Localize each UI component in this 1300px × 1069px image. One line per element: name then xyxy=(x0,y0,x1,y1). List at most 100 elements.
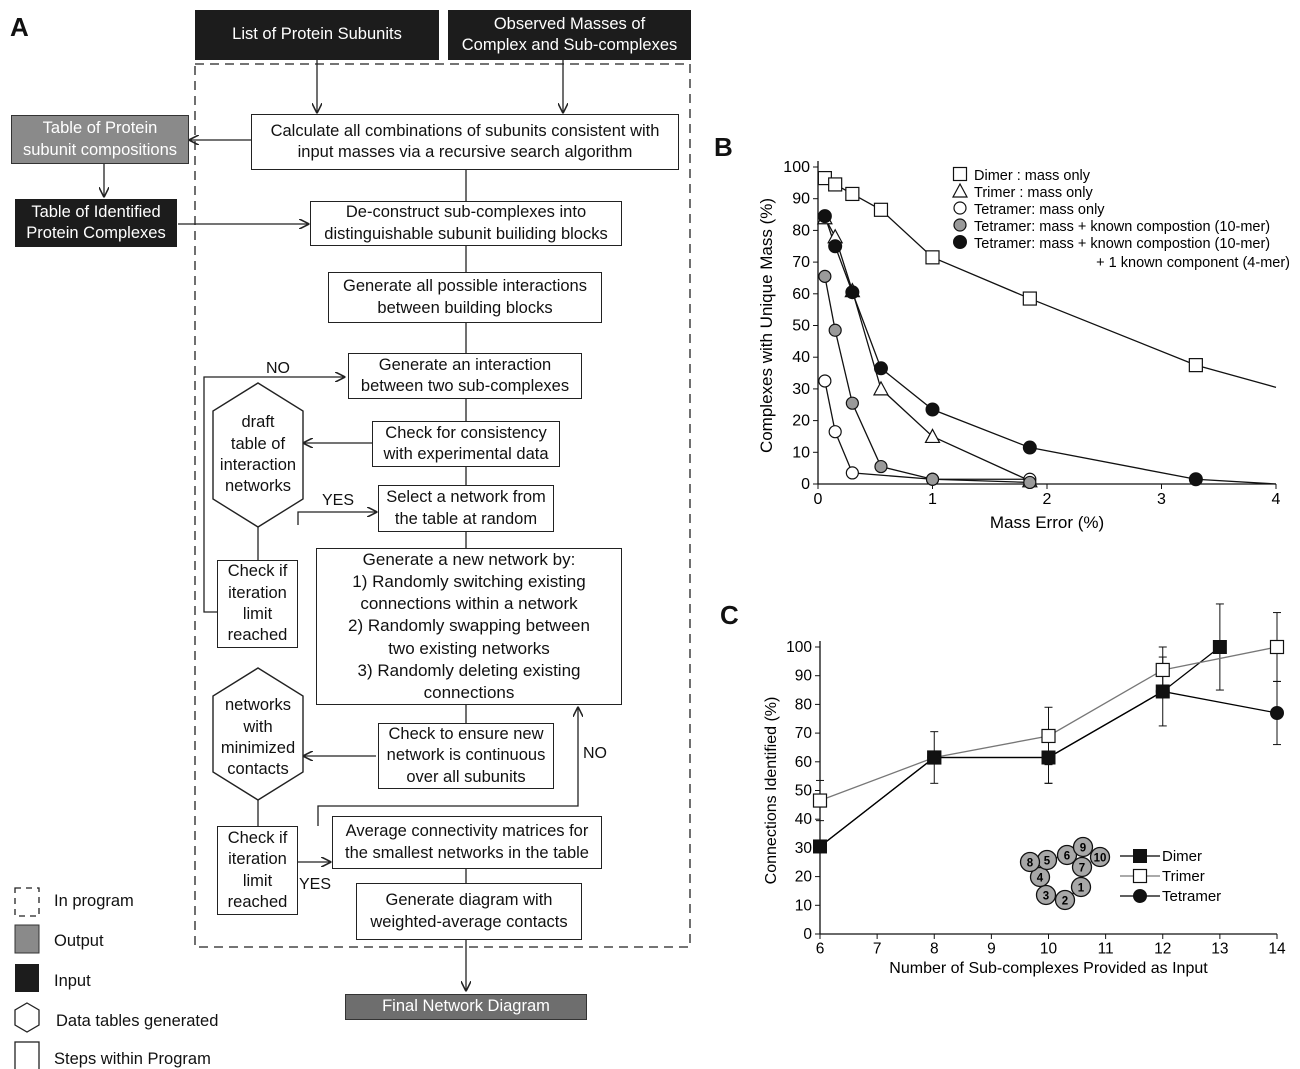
data-point-series-1 xyxy=(812,793,828,808)
legend-label-4: Tetramer: mass + known compostion (10-me… xyxy=(974,236,1270,252)
data-point-series-1 xyxy=(1041,728,1056,744)
y-tick-label: 100 xyxy=(786,639,812,656)
inset-node-label-6: 6 xyxy=(1064,851,1070,863)
step-check-consistency: Check for consistency with experimental … xyxy=(372,421,560,467)
legend-output-swatch xyxy=(14,924,40,954)
step-deconstruct: De-construct sub-complexes into distingu… xyxy=(310,201,622,246)
output-compositions-box: Table of Protein subunit compositions xyxy=(11,115,189,164)
data-point-series-2 xyxy=(845,466,859,480)
data-point-series-1 xyxy=(872,380,889,396)
y-tick-label: 40 xyxy=(792,349,810,366)
data-point-series-0 xyxy=(925,250,940,265)
data-point-series-3 xyxy=(874,459,888,474)
x-tick-label: 3 xyxy=(1157,491,1166,508)
inset-node-label-7: 7 xyxy=(1079,863,1085,875)
inset-node-label-2: 2 xyxy=(1062,896,1068,908)
y-tick-label: 60 xyxy=(795,754,813,771)
step-calculate: Calculate all combinations of subunits c… xyxy=(251,114,679,170)
series-line-4 xyxy=(824,215,1277,485)
minimized-networks-hexagon xyxy=(212,667,304,801)
step-diagram: Generate diagram with weighted-average c… xyxy=(356,883,582,940)
x-tick-label: 14 xyxy=(1268,941,1286,958)
y-tick-label: 50 xyxy=(792,318,810,335)
y-tick-label: 70 xyxy=(795,725,813,742)
x-tick-label: 2 xyxy=(1043,491,1052,508)
data-point-series-4 xyxy=(1188,472,1203,487)
draft-table-hexagon xyxy=(212,382,304,528)
data-point-series-2 xyxy=(1155,684,1170,699)
inset-node-label-10: 10 xyxy=(1094,853,1107,865)
inset-node-label-1: 1 xyxy=(1078,883,1085,895)
final-network-diagram: Final Network Diagram xyxy=(345,994,587,1020)
step-iteration-check-2: Check if iteration limit reached xyxy=(217,826,298,915)
data-point-series-3 xyxy=(1023,475,1037,490)
branch-no-2: NO xyxy=(583,745,607,762)
y-tick-label: 0 xyxy=(803,926,812,943)
inset-node-label-9: 9 xyxy=(1080,843,1086,855)
inset-node-label-4: 4 xyxy=(1037,873,1044,885)
data-point-series-2 xyxy=(927,750,942,765)
x-tick-label: 0 xyxy=(814,491,823,508)
x-tick-label: 9 xyxy=(987,941,996,958)
inset-node-4 xyxy=(1029,866,1051,888)
y-tick-label: 10 xyxy=(795,897,813,914)
legend-in-program: In program xyxy=(54,892,134,910)
x-tick-label: 7 xyxy=(873,941,882,958)
legend-step-swatch xyxy=(14,1041,40,1069)
data-point-series-1 xyxy=(924,428,941,444)
y-tick-label: 100 xyxy=(783,159,810,176)
data-point-series-3 xyxy=(818,269,832,283)
output-identified-box: Table of Identified Protein Complexes xyxy=(15,199,177,247)
data-point-series-2 xyxy=(813,839,827,854)
x-tick-label: 11 xyxy=(1098,941,1114,958)
legend-output: Output xyxy=(54,932,104,950)
in-program-boundary xyxy=(194,63,691,948)
y-tick-label: 90 xyxy=(795,668,813,685)
legend-marker-1 xyxy=(1132,868,1148,884)
y-axis-label: Complexes with Unique Mass (%) xyxy=(757,198,776,453)
data-point-series-4 xyxy=(1022,440,1037,455)
legend-marker-2 xyxy=(1133,889,1147,903)
panel-label-c: C xyxy=(720,600,739,630)
legend-label-4-line2: + 1 known component (4-mer) xyxy=(1096,255,1290,271)
data-point-series-2 xyxy=(1041,750,1056,765)
inset-node-3 xyxy=(1035,884,1057,906)
legend-label-1: Trimer xyxy=(1162,868,1205,885)
x-axis-label: Mass Error (%) xyxy=(990,513,1104,532)
y-tick-label: 10 xyxy=(792,444,810,461)
step-iteration-check-1: Check if iteration limit reached xyxy=(217,560,298,648)
data-point-series-2 xyxy=(1270,706,1284,721)
inset-node-9 xyxy=(1072,836,1094,858)
step-check-continuous: Check to ensure new network is continuou… xyxy=(378,723,554,789)
data-point-series-0 xyxy=(1188,358,1203,373)
data-point-series-4 xyxy=(873,361,888,376)
y-tick-label: 40 xyxy=(795,811,813,828)
legend-data-tables: Data tables generated xyxy=(56,1012,219,1030)
x-tick-label: 4 xyxy=(1272,491,1281,508)
inset-node-label-3: 3 xyxy=(1043,891,1049,903)
data-point-series-3 xyxy=(845,396,859,410)
inset-node-8 xyxy=(1019,851,1041,873)
legend-label-2: Tetramer xyxy=(1162,888,1221,905)
inset-node-label-8: 8 xyxy=(1027,858,1034,870)
branch-no-1: NO xyxy=(266,360,290,377)
data-point-series-1 xyxy=(1155,662,1170,678)
y-tick-label: 30 xyxy=(792,381,810,398)
data-point-series-1 xyxy=(1269,639,1285,655)
y-tick-label: 30 xyxy=(795,840,813,857)
y-tick-label: 90 xyxy=(792,191,810,208)
x-tick-label: 6 xyxy=(816,941,825,958)
legend-label-1: Trimer : mass only xyxy=(974,185,1093,201)
y-tick-label: 0 xyxy=(801,476,810,493)
legend-marker-4 xyxy=(953,235,967,249)
minimized-networks-label: networks with minimized contacts xyxy=(220,696,296,779)
draft-table-label: draft table of interaction networks xyxy=(219,413,297,496)
input-masses-box: Observed Masses of Complex and Sub-compl… xyxy=(448,10,691,60)
data-point-series-4 xyxy=(828,239,843,254)
y-tick-label: 80 xyxy=(795,696,813,713)
series-line-3 xyxy=(824,276,1030,484)
x-tick-label: 13 xyxy=(1211,941,1228,958)
data-point-series-0 xyxy=(1022,291,1037,306)
